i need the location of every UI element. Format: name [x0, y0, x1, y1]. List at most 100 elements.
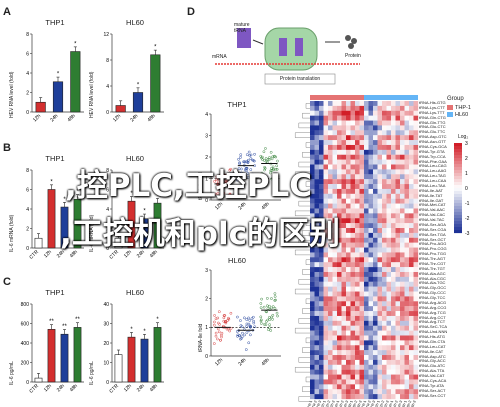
scale-step [454, 194, 462, 198]
heatmap-cell [400, 208, 405, 214]
heatmap-cell [355, 203, 360, 209]
heatmap-cell [382, 291, 387, 297]
heatmap-cell [368, 384, 374, 390]
heatmap-cell [332, 315, 338, 321]
heatmap-cell [400, 306, 405, 312]
data-point [273, 177, 277, 181]
heatmap-cell [404, 252, 410, 258]
heatmap-cell [359, 169, 365, 175]
heatmap-cell [377, 105, 383, 111]
heatmap-cell [355, 149, 360, 155]
data-point [259, 318, 263, 322]
heatmap-cell [310, 296, 315, 302]
heatmap-cell [391, 184, 396, 190]
heatmap-cell [319, 311, 324, 317]
heatmap-cell [323, 291, 329, 297]
heatmap-cell [404, 232, 410, 238]
heatmap-cell [314, 340, 320, 346]
heatmap-cell [355, 252, 360, 258]
heatmap-cell [391, 188, 396, 194]
y-tick-label: 4 [26, 207, 29, 213]
heatmap-cell [364, 271, 369, 278]
heatmap-cell [377, 389, 383, 395]
heatmap-cell [328, 164, 333, 170]
heatmap-cell [400, 369, 405, 375]
heatmap-cell [319, 325, 324, 331]
heatmap-cell [386, 193, 392, 199]
heatmap-cell [328, 228, 333, 234]
data-point [224, 179, 228, 183]
gene-label: tRNA-Pro-AGG [419, 241, 447, 247]
heatmap-cell [310, 218, 315, 224]
heatmap-cell [346, 164, 351, 170]
heatmap-cell [373, 140, 378, 146]
heatmap-cell [346, 369, 351, 375]
heatmap-cell [400, 281, 405, 287]
data-point [229, 311, 233, 315]
heatmap-cell [386, 232, 392, 238]
data-point [220, 335, 223, 339]
heatmap-cell [346, 101, 351, 107]
heatmap-cell [332, 340, 338, 346]
heatmap-cell [328, 193, 333, 199]
heatmap-cell [400, 394, 405, 400]
heatmap-cell [341, 271, 347, 278]
heatmap-cell [346, 320, 351, 326]
data-point [249, 325, 252, 329]
heatmap-cell [368, 242, 374, 248]
heatmap-cell [323, 359, 329, 365]
heatmap-cell [341, 169, 347, 175]
heatmap-cell [373, 252, 378, 258]
heatmap-cell [359, 213, 365, 219]
heatmap-cell [341, 144, 347, 151]
heatmap-cell [409, 306, 414, 312]
heatmap-cell [341, 203, 347, 209]
heatmap-cell [386, 330, 392, 336]
heatmap-cell [409, 164, 414, 170]
heatmap-cell [341, 384, 347, 390]
heatmap-cell [391, 262, 396, 268]
heatmap-cell [391, 198, 396, 204]
heatmap-cell [368, 188, 374, 194]
data-point [247, 322, 251, 326]
heatmap-cell [413, 149, 419, 155]
heatmap-cell [404, 198, 410, 204]
heatmap-cell [346, 179, 351, 185]
y-tick-label: 0 [26, 380, 29, 386]
heatmap-cell [359, 389, 365, 395]
heatmap-cell [400, 169, 405, 175]
heatmap-cell [314, 144, 320, 151]
y-tick-label: 1 [205, 325, 208, 331]
heatmap-cell [359, 281, 365, 287]
heatmap-cell [373, 242, 378, 248]
heatmap-cell [404, 228, 410, 234]
heatmap-cell [386, 149, 392, 155]
y-tick-label: 0 [106, 380, 109, 386]
heatmap-cell [368, 340, 374, 346]
heatmap-cell [400, 188, 405, 194]
dendrogram-branch [298, 279, 310, 285]
heatmap-cell [382, 144, 387, 151]
gene-label: tRNA-Arg-CCT [419, 314, 446, 320]
dot-thp1-title: THP1 [227, 100, 247, 109]
heatmap-cell [404, 350, 410, 356]
heatmap-cell [400, 384, 405, 390]
mrna-label: mRNA [212, 54, 227, 60]
heatmap-cell [364, 149, 369, 155]
data-point [250, 317, 254, 320]
data-point [216, 316, 220, 320]
heatmap-cell [314, 364, 320, 370]
heatmap-cell [386, 374, 392, 380]
protein-bead [345, 35, 351, 41]
heatmap-cell [314, 296, 320, 302]
heatmap-cell [400, 228, 405, 234]
heatmap-cell [359, 374, 365, 380]
heatmap-cell [310, 242, 315, 248]
heatmap-cell [391, 159, 396, 165]
heatmap-cell [319, 384, 324, 390]
heatmap-cell [386, 369, 392, 375]
heatmap-cell [373, 159, 378, 165]
heatmap-cell [400, 350, 405, 356]
heatmap-cell [350, 159, 356, 165]
